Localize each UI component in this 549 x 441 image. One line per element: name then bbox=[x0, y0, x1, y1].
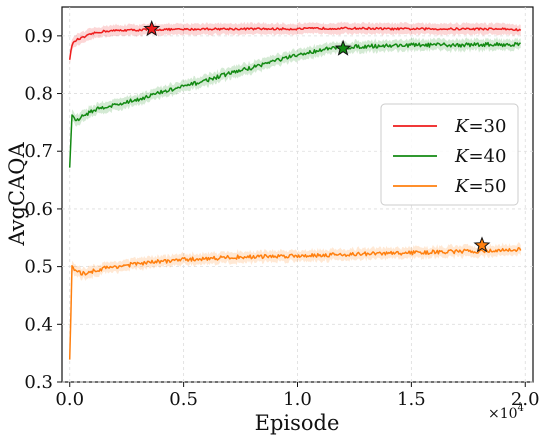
y-tick-label: 0.4 bbox=[24, 314, 53, 335]
legend-box bbox=[380, 103, 519, 206]
x-tick-label: 1.0 bbox=[283, 389, 312, 410]
series-band bbox=[69, 242, 521, 365]
y-tick-label: 0.9 bbox=[24, 26, 53, 47]
legend-label: K=40 bbox=[454, 146, 506, 167]
series-2 bbox=[68, 36, 521, 175]
ticks: 0.0 0.5 1.0 1.5 2.0 0.3 0.4 0.5 0.6 0.7 0.8 0.9 bbox=[24, 26, 539, 410]
x-axis-multiplier-exp: 4 bbox=[518, 403, 524, 414]
x-axis-multiplier: ×104 bbox=[488, 403, 524, 422]
series-1 bbox=[68, 19, 522, 66]
y-axis-title: AvgCAQA bbox=[5, 142, 29, 247]
x-tick-label: 1.5 bbox=[397, 389, 426, 410]
series-band bbox=[69, 36, 521, 175]
series-line bbox=[68, 41, 521, 168]
y-tick-label: 0.6 bbox=[24, 199, 53, 220]
x-tick-label: 0.0 bbox=[55, 389, 84, 410]
y-tick-label: 0.8 bbox=[24, 84, 53, 105]
y-tick-label: 0.5 bbox=[24, 257, 53, 278]
legend-label: K=50 bbox=[454, 176, 506, 197]
x-axis-multiplier-base: ×10 bbox=[488, 406, 518, 422]
x-axis-title: Episode bbox=[255, 411, 340, 435]
legend-label: K=30 bbox=[454, 116, 506, 137]
y-tick-label: 0.7 bbox=[24, 141, 53, 162]
legend: K=30 K=40 K=50 bbox=[380, 103, 519, 206]
x-tick-label: 2.0 bbox=[511, 389, 540, 410]
best-point-star-marker bbox=[334, 39, 352, 56]
y-tick-label: 0.3 bbox=[24, 372, 53, 393]
series-group bbox=[68, 19, 522, 365]
grid bbox=[62, 7, 533, 383]
series-line bbox=[68, 26, 522, 60]
series-line bbox=[68, 247, 522, 360]
series-3 bbox=[68, 236, 522, 365]
x-tick-label: 0.5 bbox=[169, 389, 198, 410]
best-point-star-marker bbox=[143, 19, 161, 37]
series-band bbox=[69, 21, 521, 66]
best-point-star-marker bbox=[473, 236, 491, 253]
